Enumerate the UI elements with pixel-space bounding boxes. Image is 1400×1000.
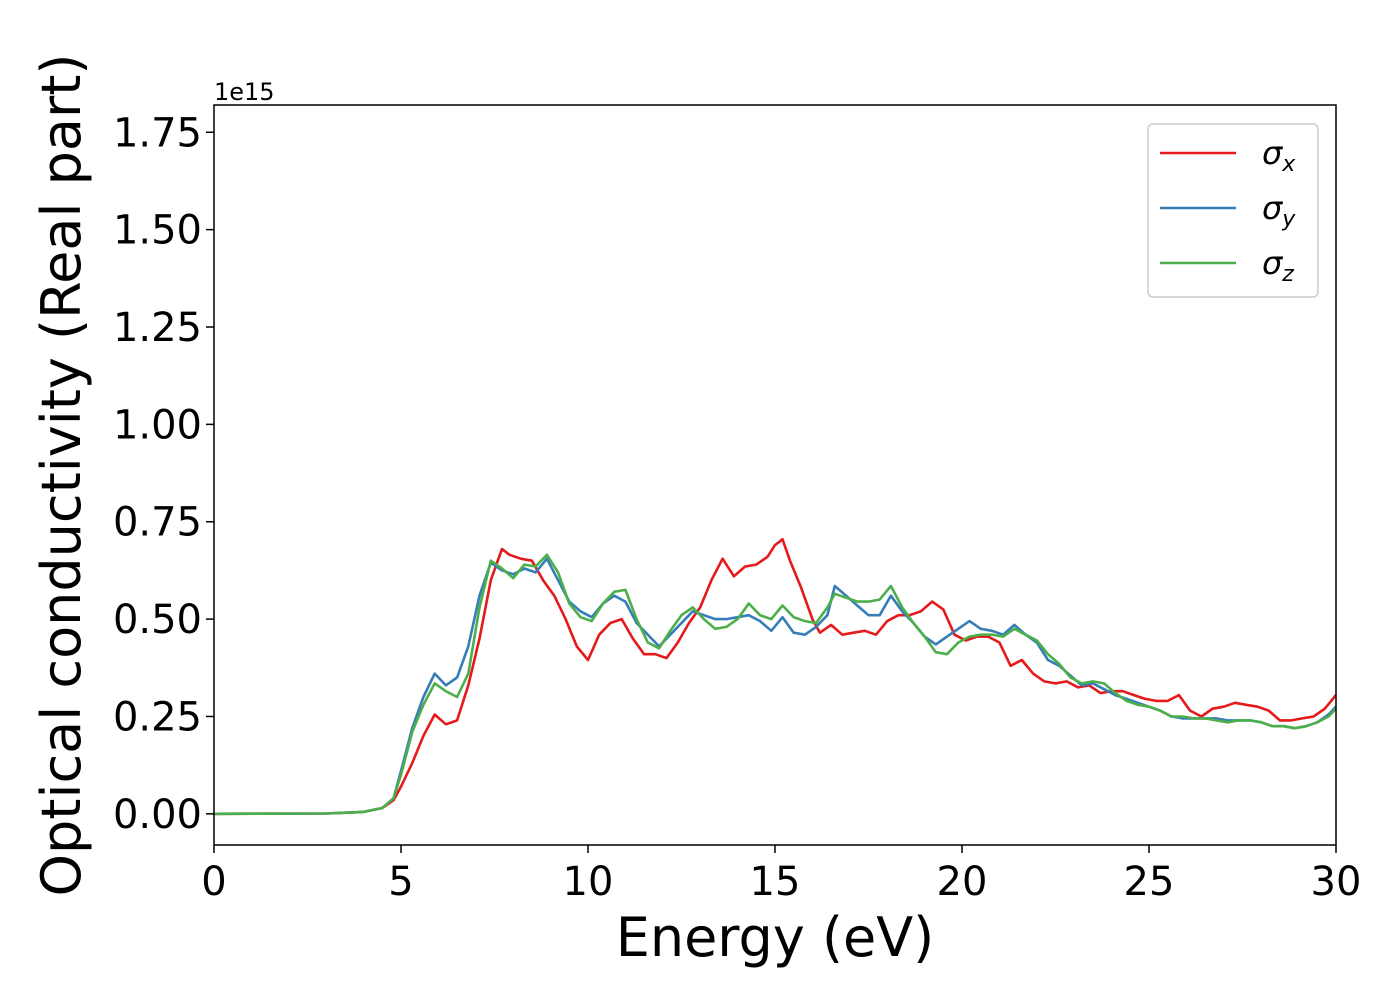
y-tick-label: 1.50 xyxy=(113,208,202,254)
y-tick-label: 0.75 xyxy=(113,500,202,546)
y-axis: 0.00 0.25 0.50 0.75 1.00 1.25 1.50 1.75 xyxy=(113,110,214,838)
y-tick-label: 0.25 xyxy=(113,694,202,740)
x-tick-label: 25 xyxy=(1124,859,1175,905)
y-offset-label: 1e15 xyxy=(214,78,275,106)
x-axis: 0 5 10 15 20 25 30 xyxy=(201,845,1361,905)
x-tick-label: 15 xyxy=(750,859,801,905)
x-tick-label: 10 xyxy=(563,859,614,905)
y-tick-label: 0.50 xyxy=(113,597,202,643)
legend-subscript: x xyxy=(1281,152,1296,177)
plot-lines xyxy=(214,537,1336,816)
y-tick-label: 1.75 xyxy=(113,110,202,156)
series-line-x xyxy=(214,537,1336,816)
y-tick-label: 0.00 xyxy=(113,792,202,838)
legend-subscript: z xyxy=(1281,262,1294,287)
y-tick-label: 1.25 xyxy=(113,305,202,351)
legend-box xyxy=(1147,123,1319,298)
x-tick-label: 30 xyxy=(1311,859,1362,905)
y-axis-title: Optical conductivity (Real part) xyxy=(30,54,93,897)
series-line-z xyxy=(214,553,1336,816)
x-tick-label: 20 xyxy=(937,859,988,905)
x-axis-title: Energy (eV) xyxy=(616,906,935,969)
y-tick-label: 1.00 xyxy=(113,402,202,448)
x-tick-label: 5 xyxy=(388,859,413,905)
x-tick-label: 0 xyxy=(201,859,226,905)
legend-subscript: y xyxy=(1281,207,1296,232)
